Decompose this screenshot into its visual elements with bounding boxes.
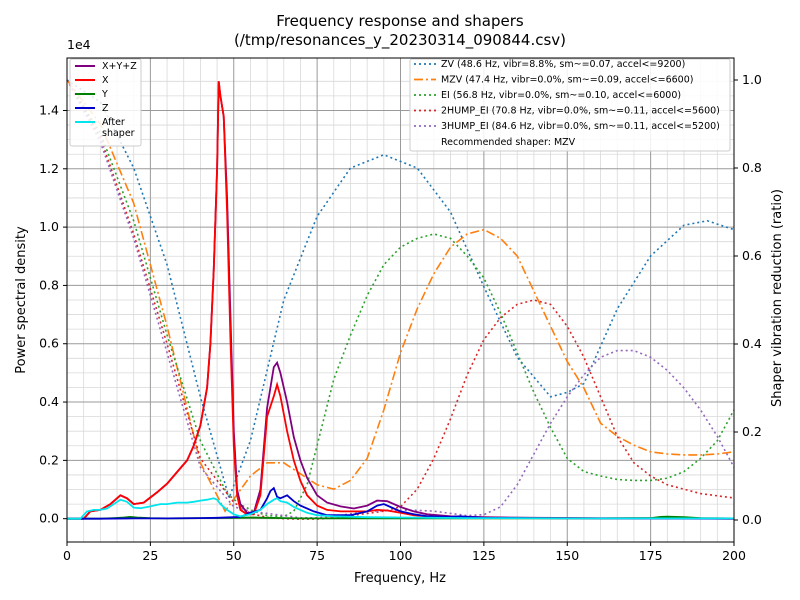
y-axis-label: Power spectral density bbox=[14, 226, 29, 374]
shaper-legend-box bbox=[409, 58, 731, 152]
legend-entry-label: X bbox=[102, 75, 109, 86]
x-tick-label: 175 bbox=[639, 548, 663, 563]
psd-line-x bbox=[67, 81, 735, 520]
x-axis-label: Frequency, Hz bbox=[354, 571, 446, 586]
y2-tick-label: 0.4 bbox=[742, 336, 762, 351]
x-tick-label: 200 bbox=[722, 548, 746, 563]
chart-title: Frequency response and shapers bbox=[276, 12, 524, 30]
y-tick-label: 0.2 bbox=[39, 452, 59, 467]
y2-tick-label: 0.8 bbox=[742, 160, 762, 175]
y-tick-label: 0.4 bbox=[39, 394, 59, 409]
legend-entry-label: 2HUMP_EI (70.8 Hz, vibr=0.0%, sm~=0.11, … bbox=[441, 106, 720, 117]
shaper-line-mzv bbox=[66, 79, 735, 513]
y-tick-label: 0.6 bbox=[39, 336, 59, 351]
series-layer bbox=[66, 79, 735, 520]
y-tick-label: 0.8 bbox=[39, 277, 59, 292]
y-tick-label: 1.4 bbox=[39, 102, 59, 117]
y-multiplier-label: 1e4 bbox=[67, 37, 91, 52]
shaper-legend: Recommended shaper: MZV ZV (48.6 Hz, vib… bbox=[409, 58, 731, 152]
axis-layer: 0 25 50 75 100 125 150 175 200 0.0 0.2 0.4 0.6 0.8 1.0… bbox=[39, 72, 762, 563]
shaper-line-2hump-ei bbox=[66, 79, 735, 520]
legend-entry-label: Y bbox=[101, 89, 108, 100]
x-tick-label: 75 bbox=[309, 548, 325, 563]
y-tick-label: 0.0 bbox=[39, 511, 59, 526]
y2-tick-label: 1.0 bbox=[742, 72, 762, 87]
chart-subtitle: (/tmp/resonances_y_20230314_090844.csv) bbox=[234, 31, 566, 50]
x-tick-label: 0 bbox=[63, 548, 71, 563]
psd-line-z bbox=[67, 486, 735, 520]
x-tick-label: 100 bbox=[389, 548, 413, 563]
x-tick-label: 125 bbox=[472, 548, 496, 563]
recommended-shaper-text: Recommended shaper: MZV bbox=[441, 137, 576, 148]
y-tick-label: 1.2 bbox=[39, 161, 59, 176]
legend-entry-label: X+Y+Z bbox=[102, 61, 137, 72]
y2-tick-label: 0.6 bbox=[742, 248, 762, 263]
y-tick-label: 1.0 bbox=[39, 219, 59, 234]
legend-entry-label: ZV (48.6 Hz, vibr=8.8%, sm~=0.07, accel<… bbox=[441, 59, 685, 70]
y2-axis-label: Shaper vibration reduction (ratio) bbox=[770, 189, 785, 407]
x-tick-label: 25 bbox=[142, 548, 158, 563]
y2-tick-label: 0.2 bbox=[742, 424, 762, 439]
legend-entry-label: MZV (47.4 Hz, vibr=0.0%, sm~=0.09, accel… bbox=[441, 75, 693, 86]
y2-tick-label: 0.0 bbox=[742, 512, 762, 527]
shaper-line-3hump-ei bbox=[66, 79, 735, 519]
psd-line-after-shaper bbox=[67, 497, 734, 520]
legend-entry-label: Z bbox=[102, 103, 109, 114]
legend-entry-label: 3HUMP_EI (84.6 Hz, vibr=0.0%, sm~=0.11, … bbox=[441, 121, 720, 132]
legend-entry-label: After bbox=[102, 117, 125, 128]
legend-entry-label: shaper bbox=[102, 128, 135, 139]
legend-entry-label: EI (56.8 Hz, vibr=0.0%, sm~=0.10, accel<… bbox=[441, 90, 681, 101]
x-tick-label: 150 bbox=[555, 548, 579, 563]
x-tick-label: 50 bbox=[226, 548, 242, 563]
